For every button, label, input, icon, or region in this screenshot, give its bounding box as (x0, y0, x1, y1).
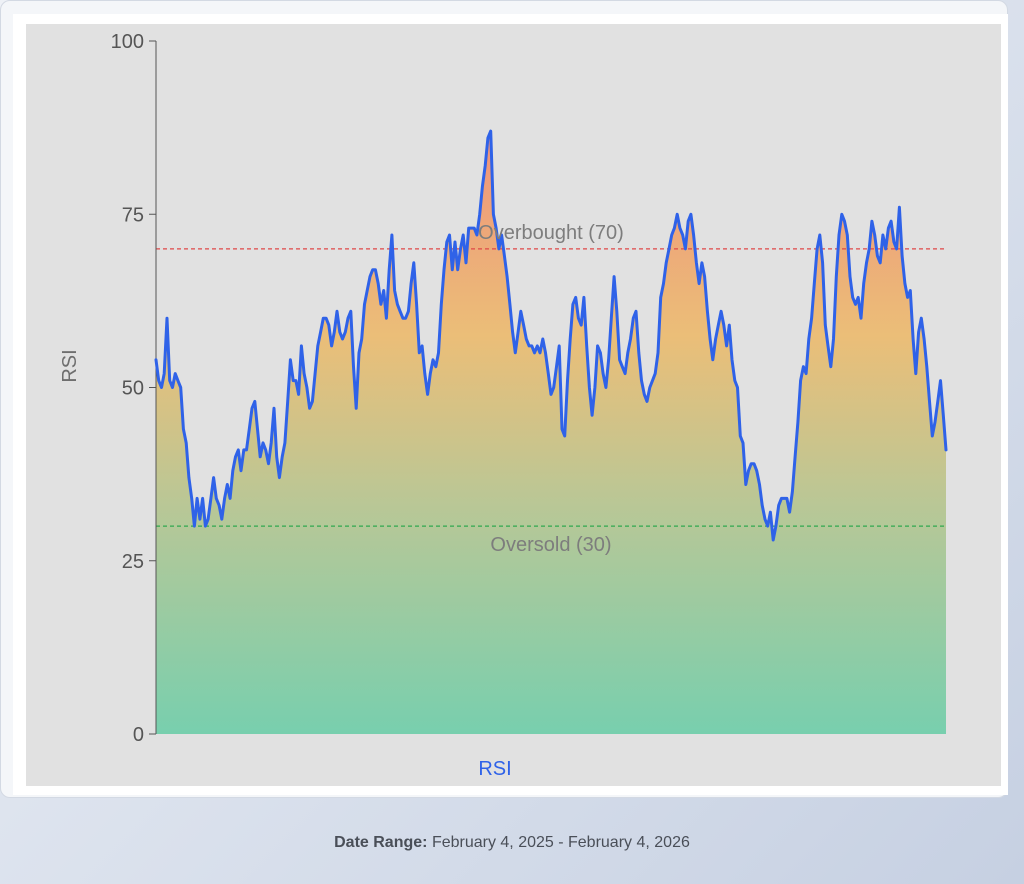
y-axis-title: RSI (59, 349, 81, 382)
date-range-footer: Date Range: February 4, 2025 - February … (0, 834, 1024, 852)
overbought-label: Overbought (70) (478, 222, 624, 244)
chart-frame: 0 25 50 75 100 RSI Overbought (70) Oversold (30… (13, 14, 1008, 795)
y-tick-label: 0 (133, 724, 144, 746)
x-axis-legend-label: RSI (478, 758, 511, 780)
y-tick-label: 50 (122, 378, 144, 400)
date-range-value: February 4, 2025 - February 4, 2026 (431, 834, 690, 851)
y-tick-label: 100 (111, 31, 144, 53)
date-range-label: Date Range: (334, 834, 428, 851)
rsi-area-fill (156, 131, 946, 735)
rsi-chart: 0 25 50 75 100 RSI Overbought (70) Oversold (30… (26, 24, 1001, 786)
y-tick-label: 75 (122, 204, 144, 226)
y-tick-label: 25 (122, 551, 144, 573)
oversold-label: Oversold (30) (490, 534, 611, 556)
rsi-line (154, 129, 948, 542)
